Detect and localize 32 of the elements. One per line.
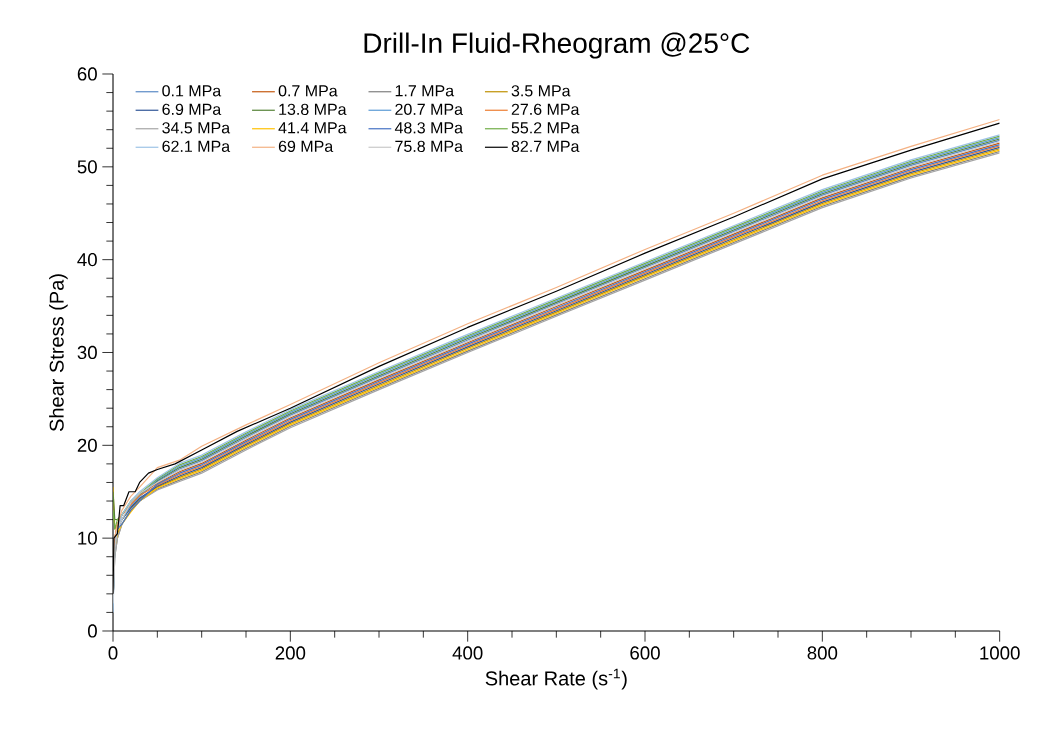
legend-label: 6.9 MPa — [162, 103, 222, 115]
y-tick-label: 60 — [77, 67, 97, 81]
x-tick-label: 1000 — [980, 646, 1020, 660]
x-tick-label: 400 — [452, 646, 483, 660]
legend-label: 27.6 MPa — [511, 103, 580, 115]
x-tick-label: 200 — [275, 646, 306, 660]
x-tick-label: 600 — [630, 646, 660, 660]
legend-label: 62.1 MPa — [162, 140, 231, 152]
x-tick-label: 0 — [108, 646, 118, 660]
legend-label: 34.5 MPa — [162, 122, 231, 134]
y-tick-label: 40 — [77, 253, 97, 267]
legend-label: 3.5 MPa — [511, 85, 571, 97]
legend-label: 69 MPa — [278, 140, 334, 152]
legend-label: 20.7 MPa — [395, 103, 463, 115]
y-tick-label: 50 — [77, 160, 97, 174]
legend-label: 13.8 MPa — [279, 103, 347, 115]
legend-label: 48.3 MPa — [394, 122, 463, 134]
legend-label: 0.7 MPa — [278, 85, 338, 97]
x-tick-label: 800 — [807, 646, 838, 660]
y-tick-label: 20 — [77, 438, 97, 452]
legend-label: 1.7 MPa — [395, 85, 455, 97]
legend-label: 55.2 MPa — [511, 122, 580, 134]
legend-label: 75.8 MPa — [395, 140, 463, 152]
y-tick-label: 10 — [78, 531, 97, 545]
y-axis-title: Shear Stress (Pa) — [49, 274, 68, 432]
chart-title: Drill-In Fluid-Rheogram @25°C — [364, 32, 750, 59]
x-axis-title: Shear Rate (s$^{-1}$) — [485, 668, 627, 690]
legend-label: 0.1 MPa — [162, 85, 222, 97]
legend-label: 82.7 MPa — [511, 140, 580, 152]
legend-label: 41.4 MPa — [278, 122, 347, 134]
y-tick-label: 30 — [77, 345, 97, 360]
y-tick-label: 0 — [87, 624, 97, 638]
